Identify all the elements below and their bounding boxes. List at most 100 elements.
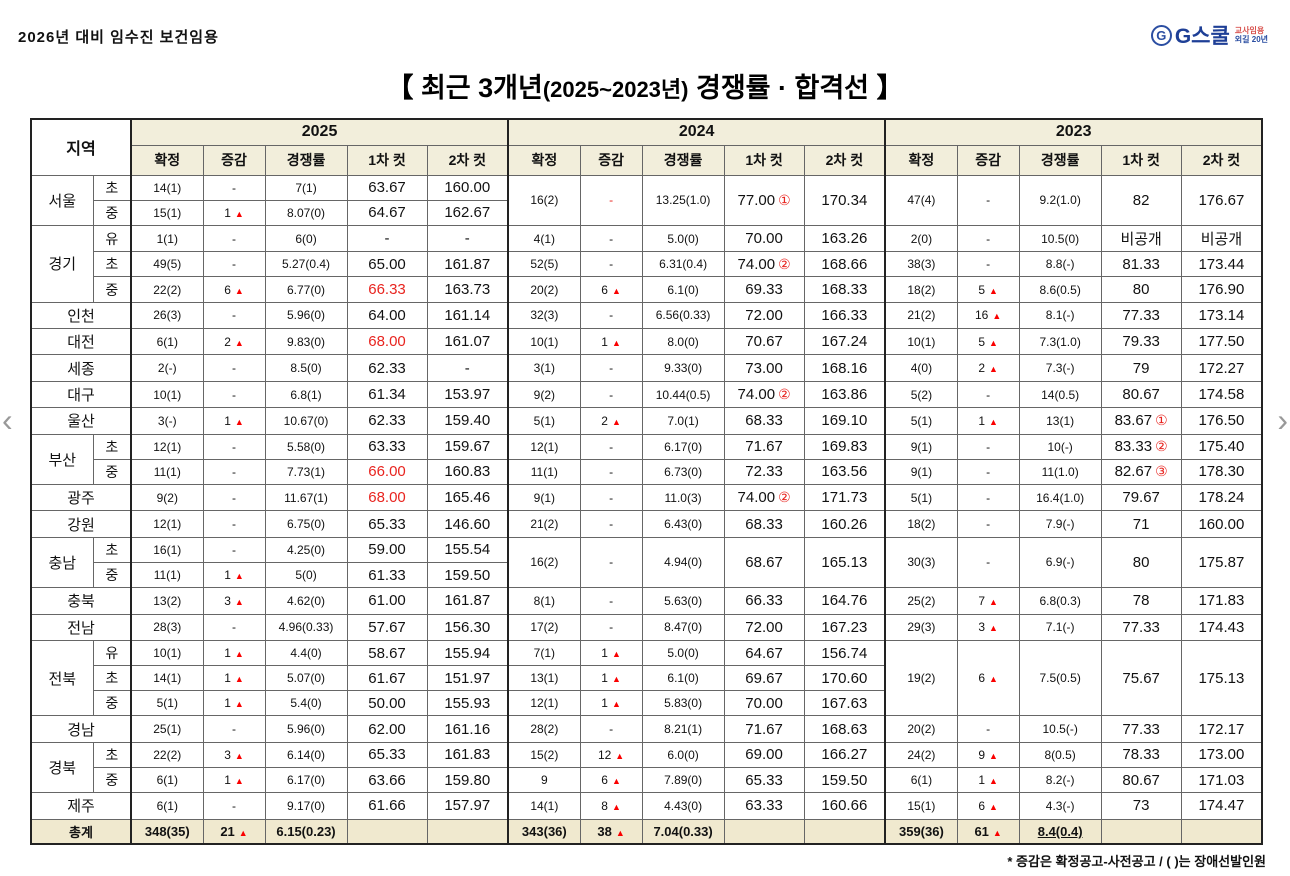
up-triangle-icon: ▲ xyxy=(611,285,621,296)
region-cell: 제주 xyxy=(30,792,132,820)
column-header: 경쟁률 xyxy=(641,144,725,176)
gschool-logo-icon: G xyxy=(1150,24,1172,46)
value-cell: - xyxy=(202,174,266,201)
rank-circle-badge: ② xyxy=(778,386,791,402)
value-cell: 1 ▲ xyxy=(202,561,266,589)
value-cell: 15(1) xyxy=(884,792,958,820)
value-cell: 10(-) xyxy=(1018,433,1102,460)
value-cell: 1 ▲ xyxy=(579,328,643,356)
value-cell: 171.03 xyxy=(1180,767,1263,794)
value-cell: 77.00 ① xyxy=(723,174,805,226)
value-cell: 12(1) xyxy=(130,510,204,538)
title-part-3: 경쟁률 · 합격선 】 xyxy=(688,73,904,103)
value-cell: 7(1) xyxy=(507,639,581,667)
value-cell: 9(1) xyxy=(507,483,581,512)
value-cell: 79.67 xyxy=(1100,483,1182,512)
value-cell: 50.00 xyxy=(346,690,428,717)
table-row: 부산 초 12(1) -5.58(0) 63.33 159.67 12(1) -6.17(0)… xyxy=(30,433,1263,485)
page-title: 【 최근 3개년(2025~2023년) 경쟁률 · 합격선 】 xyxy=(0,66,1290,105)
value-cell: 7.89(0) xyxy=(641,767,725,794)
value-cell: 61.33 xyxy=(346,561,428,589)
value-cell: 4(0) xyxy=(884,354,958,382)
column-header: 1차 컷 xyxy=(723,144,805,176)
value-cell: 166.27 xyxy=(803,741,886,769)
value-cell: 9.17(0) xyxy=(264,792,348,820)
level-cell: 초 xyxy=(92,251,132,278)
column-header: 1차 컷 xyxy=(1100,144,1182,176)
value-cell: 62.33 xyxy=(346,407,428,435)
region-cell: 울산 xyxy=(30,407,132,435)
value-cell: 6.56(0.33) xyxy=(641,301,725,330)
value-cell: 8.5(0) xyxy=(264,354,348,382)
table-row: 충북 13(2) 3 ▲ 4.62(0) 61.00 161.87 8(1) -5.63(0) 6… xyxy=(30,587,1263,615)
value-cell: 38 ▲ xyxy=(579,818,643,845)
value-cell: 65.33 xyxy=(346,510,428,538)
value-cell: 160.00 xyxy=(1180,510,1263,538)
value-cell: 11(1) xyxy=(507,458,581,485)
value-cell: 8 ▲ xyxy=(579,792,643,820)
value-cell: 14(1) xyxy=(130,665,204,692)
column-header: 증감 xyxy=(202,144,266,176)
value-cell xyxy=(723,818,805,845)
value-cell: 66.00 xyxy=(346,458,428,485)
value-cell: 19(2) xyxy=(884,639,958,717)
value-cell: 4.25(0) xyxy=(264,536,348,563)
carousel-prev-icon[interactable]: ‹ xyxy=(2,402,13,438)
value-cell: 71.67 xyxy=(723,433,805,460)
value-cell: 5.63(0) xyxy=(641,587,725,615)
footnote: * 증감은 확정공고-사전공고 / ( )는 장애선발인원 xyxy=(1007,854,1266,869)
value-cell: 69.00 xyxy=(723,741,805,769)
value-cell: 1 ▲ xyxy=(579,690,643,717)
value-cell: 6.8(1) xyxy=(264,380,348,409)
value-cell: - xyxy=(579,510,643,538)
value-cell: 174.58 xyxy=(1180,380,1263,409)
year-header-2024: 2024 xyxy=(507,118,886,146)
value-cell: 10.5(0) xyxy=(1018,224,1102,253)
value-cell: 6 ▲ xyxy=(956,792,1020,820)
value-cell: 8.6(0.5) xyxy=(1018,276,1102,303)
column-header: 경쟁률 xyxy=(1018,144,1102,176)
value-cell: 12(1) xyxy=(130,433,204,460)
value-cell: 7.3(-) xyxy=(1018,354,1102,382)
value-cell: 151.97 xyxy=(426,665,509,692)
value-cell: 6.8(0.3) xyxy=(1018,587,1102,615)
value-cell: - xyxy=(202,510,266,538)
value-cell: - xyxy=(956,174,1020,226)
value-cell: - xyxy=(202,301,266,330)
value-cell: 5.0(0) xyxy=(641,224,725,253)
value-cell: 172.17 xyxy=(1180,715,1263,743)
value-cell: 7.3(1.0) xyxy=(1018,328,1102,356)
value-cell: 73.00 xyxy=(723,354,805,382)
region-cell: 총계 xyxy=(30,818,132,845)
value-cell: 167.63 xyxy=(803,690,886,717)
value-cell: 4(1) xyxy=(507,224,581,253)
value-cell: 8(1) xyxy=(507,587,581,615)
value-cell: 63.33 xyxy=(346,433,428,460)
value-cell: - xyxy=(202,251,266,278)
value-cell: 68.33 xyxy=(723,407,805,435)
value-cell: 175.40 xyxy=(1180,433,1263,460)
value-cell: 77.33 xyxy=(1100,715,1182,743)
column-header: 2차 컷 xyxy=(426,144,509,176)
value-cell: - xyxy=(202,715,266,743)
level-cell: 중 xyxy=(92,767,132,794)
value-cell: 176.90 xyxy=(1180,276,1263,303)
up-triangle-icon: ▲ xyxy=(234,674,244,685)
value-cell: 9.83(0) xyxy=(264,328,348,356)
value-cell: 157.97 xyxy=(426,792,509,820)
value-cell: - xyxy=(579,301,643,330)
value-cell: 170.60 xyxy=(803,665,886,692)
up-triangle-icon: ▲ xyxy=(989,364,998,375)
rank-circle-badge: ③ xyxy=(1155,463,1168,480)
value-cell: 17(2) xyxy=(507,613,581,641)
value-cell: 61.67 xyxy=(346,665,428,692)
region-cell: 경북 xyxy=(30,741,94,794)
value-cell: 59.00 xyxy=(346,536,428,563)
value-cell: 168.66 xyxy=(803,251,886,278)
column-header: 증감 xyxy=(956,144,1020,176)
value-cell: 6.14(0) xyxy=(264,741,348,769)
carousel-next-icon[interactable]: › xyxy=(1277,402,1288,438)
value-cell: 156.74 xyxy=(803,639,886,667)
value-cell: 2(0) xyxy=(884,224,958,253)
value-cell: 74.00 ② xyxy=(723,380,805,409)
